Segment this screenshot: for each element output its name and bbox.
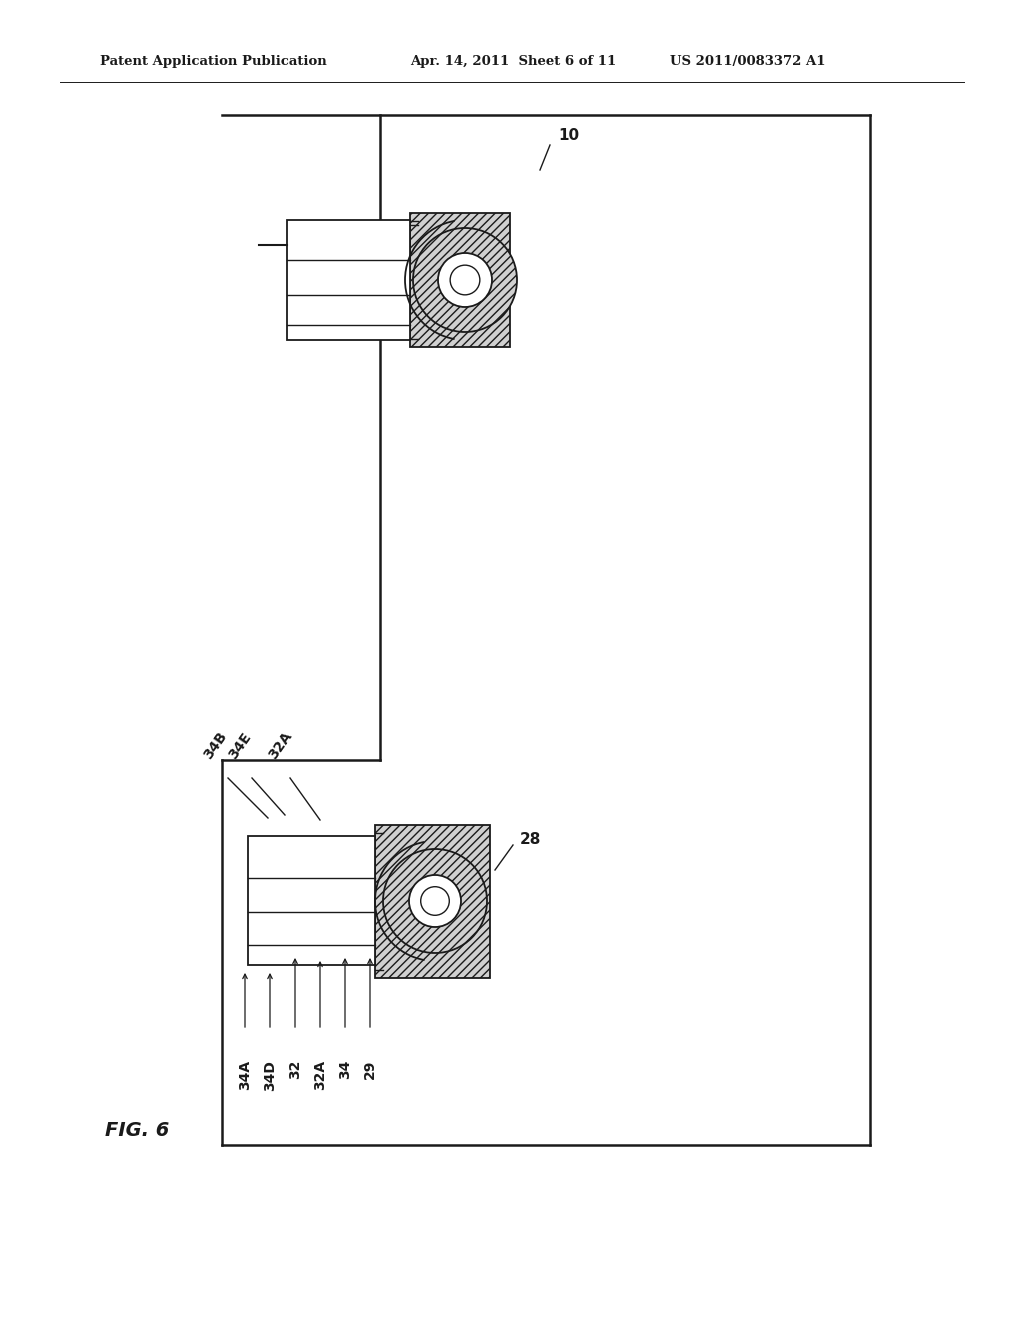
Bar bbox=[248, 836, 375, 965]
Circle shape bbox=[451, 265, 480, 294]
Circle shape bbox=[421, 887, 450, 915]
Circle shape bbox=[413, 228, 517, 333]
Text: 34D: 34D bbox=[263, 1060, 278, 1090]
Bar bbox=[410, 213, 510, 347]
Circle shape bbox=[409, 875, 461, 927]
Text: 32: 32 bbox=[288, 1060, 302, 1080]
Text: 34: 34 bbox=[338, 1060, 352, 1080]
Text: Patent Application Publication: Patent Application Publication bbox=[100, 55, 327, 69]
Circle shape bbox=[383, 849, 487, 953]
Text: 10: 10 bbox=[558, 128, 580, 143]
Text: 34A: 34A bbox=[238, 1060, 252, 1090]
Text: 34E: 34E bbox=[226, 730, 254, 762]
Text: 34B: 34B bbox=[201, 730, 229, 762]
Text: 32A: 32A bbox=[265, 729, 294, 762]
Bar bbox=[287, 220, 410, 341]
Text: FIG. 6: FIG. 6 bbox=[105, 1121, 169, 1139]
Text: 28: 28 bbox=[520, 833, 542, 847]
Text: US 2011/0083372 A1: US 2011/0083372 A1 bbox=[670, 55, 825, 69]
Bar bbox=[375, 825, 490, 978]
Text: 29: 29 bbox=[362, 1060, 377, 1080]
Text: 32A: 32A bbox=[313, 1060, 327, 1090]
Circle shape bbox=[438, 253, 492, 308]
Text: Apr. 14, 2011  Sheet 6 of 11: Apr. 14, 2011 Sheet 6 of 11 bbox=[410, 55, 616, 69]
